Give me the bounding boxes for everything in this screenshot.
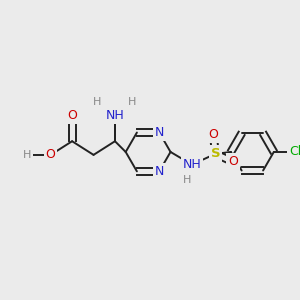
Text: O: O [228, 155, 238, 168]
Text: O: O [46, 148, 56, 161]
Text: H: H [128, 97, 137, 107]
Text: NH: NH [106, 110, 124, 122]
Text: O: O [208, 128, 218, 141]
Text: H: H [183, 175, 191, 185]
Text: N: N [154, 126, 164, 139]
Text: NH: NH [183, 158, 201, 171]
Text: Cl: Cl [289, 146, 300, 158]
Text: S: S [211, 147, 220, 161]
Text: H: H [93, 97, 102, 107]
Text: O: O [67, 110, 77, 122]
Text: N: N [154, 165, 164, 178]
Text: H: H [23, 150, 32, 160]
